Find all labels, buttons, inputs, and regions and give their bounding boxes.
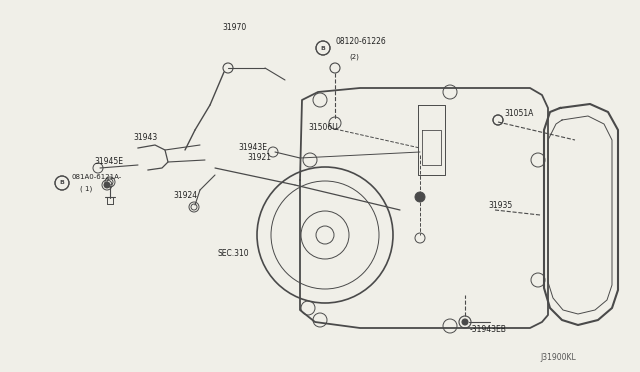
Text: SEC.310: SEC.310 — [218, 248, 250, 257]
Text: 31924: 31924 — [173, 190, 197, 199]
Circle shape — [104, 182, 110, 188]
Text: 31943: 31943 — [133, 134, 157, 142]
Text: 31970: 31970 — [222, 23, 246, 32]
Text: J31900KL: J31900KL — [540, 353, 576, 362]
Circle shape — [462, 319, 468, 325]
Text: 31051A: 31051A — [504, 109, 533, 118]
Circle shape — [316, 41, 330, 55]
Text: 31935: 31935 — [488, 201, 512, 209]
Text: B: B — [321, 45, 325, 51]
Text: 31506U: 31506U — [308, 124, 338, 132]
Text: 31945E: 31945E — [94, 157, 123, 167]
Text: 08120-61226: 08120-61226 — [336, 38, 387, 46]
Text: 31943E: 31943E — [238, 144, 267, 153]
Circle shape — [55, 176, 69, 190]
Text: (2): (2) — [349, 54, 359, 60]
Text: 31921: 31921 — [247, 153, 271, 161]
Text: ( 1): ( 1) — [80, 186, 92, 192]
Text: 081A0-6121A-: 081A0-6121A- — [72, 174, 122, 180]
Circle shape — [493, 115, 503, 125]
Text: B: B — [60, 180, 65, 186]
Circle shape — [415, 192, 425, 202]
Text: -31943EB: -31943EB — [470, 326, 507, 334]
